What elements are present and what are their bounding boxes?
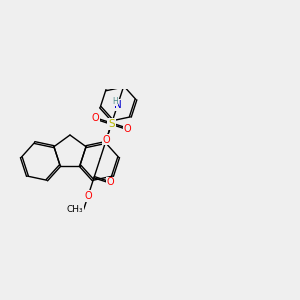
Text: CH₃: CH₃ — [67, 205, 84, 214]
Text: O: O — [106, 177, 114, 188]
Text: H: H — [112, 97, 118, 106]
Text: O: O — [92, 113, 99, 124]
Text: O: O — [124, 124, 131, 134]
Text: N: N — [114, 100, 122, 110]
Text: S: S — [108, 119, 115, 129]
Text: O: O — [84, 191, 92, 201]
Text: O: O — [103, 134, 110, 145]
